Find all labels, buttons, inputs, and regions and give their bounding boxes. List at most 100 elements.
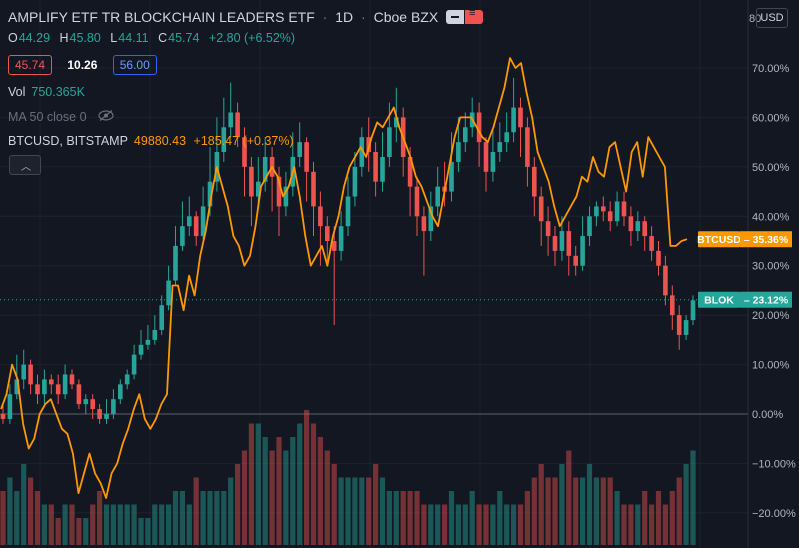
candle-body <box>62 374 68 395</box>
menu-icon[interactable] <box>465 7 483 24</box>
volume-label: Vol <box>8 85 26 99</box>
volume-bar <box>179 491 185 545</box>
title-separator: · <box>361 9 366 25</box>
ohlc-row: O44.29 H45.80 L44.11 C45.74 +2.80 (+6.52… <box>8 31 301 45</box>
candle-body <box>193 216 199 237</box>
y-axis-tick-label: 20.00% <box>752 310 790 322</box>
volume-bar <box>593 477 599 545</box>
low-value: 44.11 <box>118 31 149 45</box>
volume-bar <box>76 518 82 545</box>
volume-bar <box>655 491 662 545</box>
candle-body <box>511 107 516 133</box>
ask-price-box[interactable]: 56.00 <box>112 55 157 75</box>
candle-body <box>90 399 95 410</box>
candle-body <box>180 226 185 246</box>
volume-bar <box>414 491 420 545</box>
volume-bar <box>545 477 551 545</box>
volume-bar <box>103 504 110 545</box>
volume-bar <box>276 437 282 545</box>
candle-body <box>242 137 247 167</box>
volume-bar <box>0 491 6 545</box>
volume-bar <box>28 477 34 545</box>
candle-body <box>21 364 26 380</box>
close-label: C <box>158 31 168 45</box>
volume-legend[interactable]: Vol 750.365K <box>8 85 85 99</box>
volume-bar <box>7 477 13 545</box>
volume-bar <box>186 504 192 545</box>
axis-value-badge-label: – 35.36% <box>744 234 789 246</box>
candle-body <box>552 236 558 251</box>
volume-bar <box>97 491 103 545</box>
volume-bar <box>131 504 137 545</box>
volume-bar <box>483 504 489 545</box>
open-label: O <box>8 31 18 45</box>
volume-bar <box>124 504 130 545</box>
ma-legend[interactable]: MA 50 close 0 <box>8 110 114 124</box>
candle-body <box>359 137 365 167</box>
candle-body <box>14 379 20 395</box>
compare-legend[interactable]: BTCUSD, BITSTAMP 49880.43 +185.47 (+0.37%… <box>8 134 294 148</box>
candle-body <box>35 384 40 395</box>
symbol-name[interactable]: AMPLIFY ETF TR BLOCKCHAIN LEADERS ETF <box>8 9 315 25</box>
candle-body <box>449 161 454 192</box>
market-status-toggle[interactable] <box>446 7 484 24</box>
change-value: +2.80 (+6.52%) <box>208 31 296 45</box>
candle-body <box>621 201 627 217</box>
volume-bar <box>476 504 482 545</box>
candle-body <box>373 152 378 182</box>
bid-price-box[interactable]: 45.74 <box>8 55 53 75</box>
candle-body <box>587 216 592 237</box>
candle-body <box>311 171 316 207</box>
candle-body <box>532 166 537 197</box>
volume-bar <box>14 491 20 545</box>
candle-body <box>566 231 572 256</box>
y-axis-tick-label: −10.00% <box>752 458 796 470</box>
volume-bar <box>297 423 303 545</box>
candle-body <box>69 374 75 385</box>
close-value: 45.74 <box>168 31 200 45</box>
currency-button[interactable]: USD <box>756 8 788 28</box>
candle-body <box>594 206 599 217</box>
candle-body <box>683 320 689 335</box>
candle-body <box>318 206 323 227</box>
candle-body <box>7 394 13 419</box>
candle-body <box>559 231 565 251</box>
candle-body <box>614 201 620 222</box>
volume-bar <box>642 491 648 545</box>
candle-body <box>297 142 302 157</box>
volume-bar <box>41 504 47 545</box>
candle-body <box>663 265 668 296</box>
volume-bar <box>331 464 337 545</box>
volume-bar <box>200 491 206 545</box>
volume-bar <box>55 518 61 545</box>
ma-label: MA 50 close 0 <box>8 110 87 124</box>
candle-body <box>76 384 82 405</box>
candle-body <box>352 166 358 197</box>
candle-body <box>207 181 213 207</box>
candle-body <box>262 156 268 182</box>
volume-bar <box>214 491 220 545</box>
volume-bar <box>241 450 248 545</box>
candle-body <box>670 295 675 316</box>
hidden-eye-icon[interactable] <box>98 110 114 124</box>
volume-bar <box>628 504 634 545</box>
low-label: L <box>110 31 118 45</box>
candle-body <box>490 152 496 172</box>
candle-body <box>504 132 509 143</box>
volume-bar <box>531 477 537 545</box>
candle-body <box>28 364 33 385</box>
candle-body <box>518 107 523 128</box>
candle-body <box>104 414 109 419</box>
y-axis-tick-label: −20.00% <box>752 508 796 520</box>
high-value: 45.80 <box>69 31 101 45</box>
minimize-icon[interactable] <box>446 10 464 24</box>
candle-body <box>428 206 434 232</box>
collapse-legend-button[interactable]: ︿ <box>9 155 41 175</box>
interval-label[interactable]: 1D <box>335 9 354 25</box>
volume-bar <box>172 491 179 545</box>
volume-bar <box>621 504 627 545</box>
symbol-title-row: AMPLIFY ETF TR BLOCKCHAIN LEADERS ETF · … <box>8 9 438 25</box>
volume-bar <box>448 491 455 545</box>
